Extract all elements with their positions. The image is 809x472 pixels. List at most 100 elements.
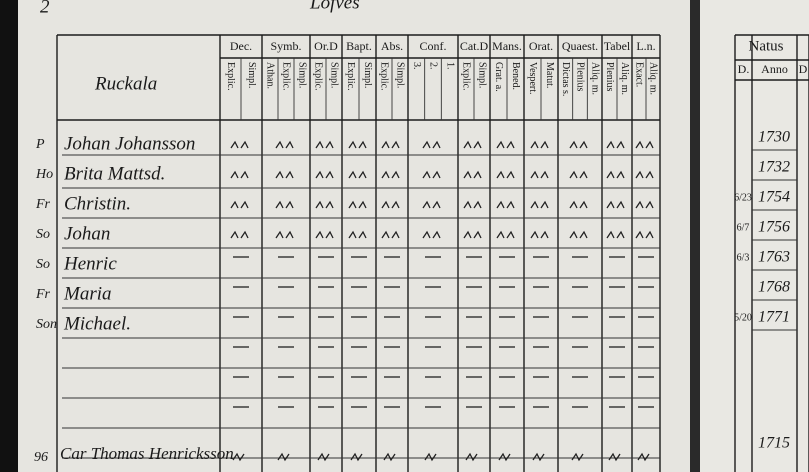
column-subheader: Athan.	[265, 62, 276, 89]
ink-mark	[350, 452, 363, 462]
ink-mark	[315, 170, 334, 179]
column-subheader: 3.	[411, 62, 422, 70]
ink-mark	[275, 200, 294, 209]
natus-title: Natus	[749, 38, 784, 54]
margin-note: 96	[34, 450, 48, 465]
column-subheader: Simpl.	[395, 62, 406, 88]
ink-mark	[608, 452, 621, 462]
margin-note: P	[35, 137, 45, 152]
column-subheader: Explic.	[225, 62, 236, 91]
ink-mark	[463, 200, 482, 209]
ink-mark	[348, 230, 367, 239]
ink-mark	[530, 170, 549, 179]
natus-header: D.	[738, 62, 750, 76]
top-heading: Lofves	[309, 0, 360, 13]
ink-mark	[498, 452, 511, 462]
ink-mark	[571, 452, 584, 462]
birth-year: 1763	[758, 249, 790, 266]
column-subheader: Explic.	[281, 62, 292, 91]
birth-year: 1715	[758, 435, 790, 452]
ink-mark	[530, 230, 549, 239]
column-subheader: Exact.	[634, 62, 645, 87]
margin-note: Fr	[35, 197, 51, 212]
column-header: Orat.	[529, 39, 553, 53]
column-subheader: Dictas s.	[560, 62, 571, 96]
person-name: Michael.	[63, 313, 131, 334]
margin-note: So	[36, 257, 50, 272]
birth-year: 1768	[758, 279, 790, 296]
person-name: Car Thomas Henricksson	[60, 444, 234, 463]
column-subheader: Simpl.	[329, 62, 340, 88]
natus-header: Anno	[761, 62, 788, 76]
birth-year: 1754	[758, 189, 790, 206]
birth-year: 1771	[758, 309, 790, 326]
ink-mark	[422, 230, 441, 239]
person-name: Christin.	[64, 193, 131, 214]
ink-mark	[496, 230, 515, 239]
ink-mark	[230, 230, 249, 239]
ink-mark	[317, 452, 330, 462]
ink-mark	[232, 452, 245, 462]
ink-mark	[635, 140, 654, 149]
column-header: Tabel	[604, 39, 631, 53]
column-subheader: 2.	[428, 62, 439, 70]
ink-mark	[496, 170, 515, 179]
birth-day: 6/7	[737, 222, 750, 233]
birth-year: 1730	[758, 129, 790, 146]
ink-mark	[463, 170, 482, 179]
ink-mark	[637, 452, 650, 462]
column-header: Cat.D	[460, 39, 489, 53]
ink-mark	[381, 170, 400, 179]
column-subheader: Plenius	[575, 62, 586, 92]
page-number: 2	[40, 0, 50, 17]
ink-mark	[635, 200, 654, 209]
column-subheader: Aliq. m.	[648, 62, 659, 95]
ink-mark	[383, 452, 396, 462]
ink-mark	[530, 140, 549, 149]
ink-mark	[496, 140, 515, 149]
ink-mark	[465, 452, 478, 462]
column-subheader: Aliq. m.	[619, 62, 630, 95]
ink-mark	[348, 200, 367, 209]
birth-year: 1732	[758, 159, 790, 176]
birth-day: 6/23	[734, 192, 752, 203]
person-name: Brita Mattsd.	[64, 163, 165, 184]
ink-mark	[422, 170, 441, 179]
ink-mark	[381, 140, 400, 149]
ink-mark	[569, 230, 588, 239]
column-subheader: Aliq. m.	[589, 62, 600, 95]
column-header: L.n.	[636, 39, 655, 53]
ink-mark	[275, 140, 294, 149]
ink-mark	[635, 170, 654, 179]
ink-mark	[381, 230, 400, 239]
ink-mark	[569, 200, 588, 209]
column-subheader: Bened.	[510, 62, 521, 90]
ink-mark	[606, 200, 625, 209]
ink-mark	[230, 170, 249, 179]
column-header: Dec.	[230, 39, 252, 53]
ink-mark	[463, 140, 482, 149]
person-name: Johan	[64, 223, 110, 244]
column-header: Or.D	[314, 39, 338, 53]
ink-mark	[275, 230, 294, 239]
place-name: Ruckala	[94, 73, 157, 94]
ink-mark	[230, 200, 249, 209]
natus-header: D	[799, 62, 808, 76]
ink-mark	[569, 140, 588, 149]
ink-mark	[606, 230, 625, 239]
margin-note: Son	[36, 317, 57, 332]
column-subheader: Simpl.	[297, 62, 308, 88]
ink-mark	[315, 200, 334, 209]
ink-mark	[381, 200, 400, 209]
column-header: Bapt.	[346, 39, 372, 53]
column-subheader: Explic.	[345, 62, 356, 91]
ink-mark	[496, 200, 515, 209]
ink-mark	[606, 170, 625, 179]
column-header: Quaest.	[562, 39, 598, 53]
ink-mark	[348, 140, 367, 149]
ink-mark	[422, 140, 441, 149]
ink-mark	[530, 200, 549, 209]
column-subheader: Simpl.	[362, 62, 373, 88]
column-subheader: Matut.	[544, 62, 555, 88]
